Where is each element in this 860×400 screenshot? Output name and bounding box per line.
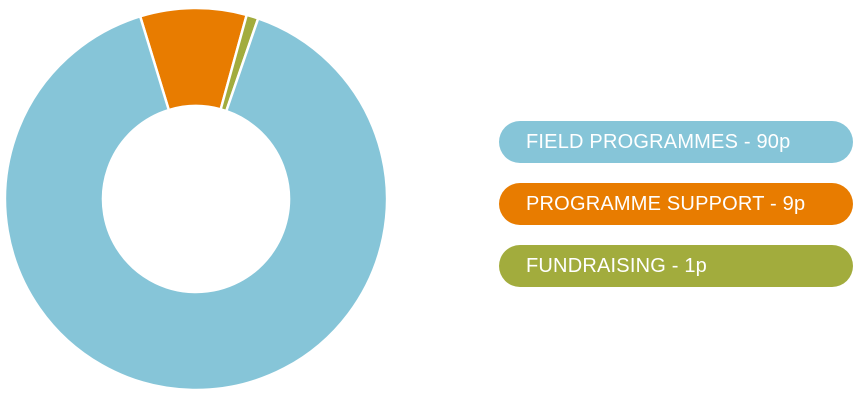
legend: FIELD PROGRAMMES - 90p PROGRAMME SUPPORT…: [499, 121, 853, 307]
legend-item-field-programmes: FIELD PROGRAMMES - 90p: [499, 121, 853, 163]
donut-chart: [3, 6, 389, 392]
legend-item-fundraising: FUNDRAISING - 1p: [499, 245, 853, 287]
legend-item-programme-support: PROGRAMME SUPPORT - 9p: [499, 183, 853, 225]
donut-segment-field-programmes: [3, 14, 389, 392]
legend-label: PROGRAMME SUPPORT - 9p: [526, 192, 806, 215]
legend-label: FUNDRAISING - 1p: [526, 254, 708, 277]
legend-label: FIELD PROGRAMMES - 90p: [526, 130, 791, 153]
